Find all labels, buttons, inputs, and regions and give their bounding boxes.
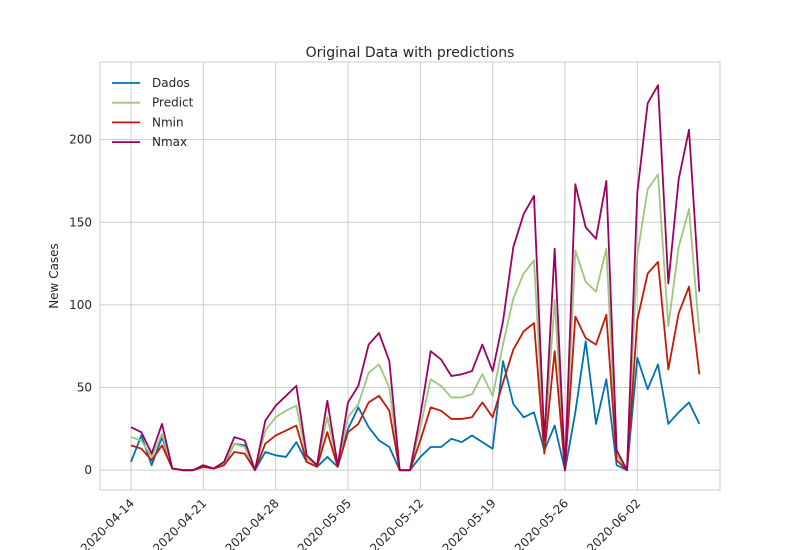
legend-label: Predict [152, 96, 194, 110]
legend: Dados Predict Nmin Nmax [112, 76, 194, 149]
chart-title: Original Data with predictions [306, 45, 515, 61]
data-line [130, 261, 701, 472]
legend-label: Nmax [152, 135, 187, 149]
y-tick-label: 200 [69, 133, 92, 147]
legend-label: Dados [152, 76, 190, 90]
y-tick-label: 150 [69, 215, 92, 229]
data-line [130, 173, 701, 472]
y-tick-label: 100 [69, 298, 92, 312]
legend-label: Nmin [152, 115, 184, 129]
y-tick-label: 50 [77, 381, 92, 395]
y-tick-label: 0 [84, 463, 92, 477]
y-axis-label: New Cases [47, 243, 61, 309]
plot-frame [99, 61, 721, 491]
data-line [130, 84, 701, 472]
